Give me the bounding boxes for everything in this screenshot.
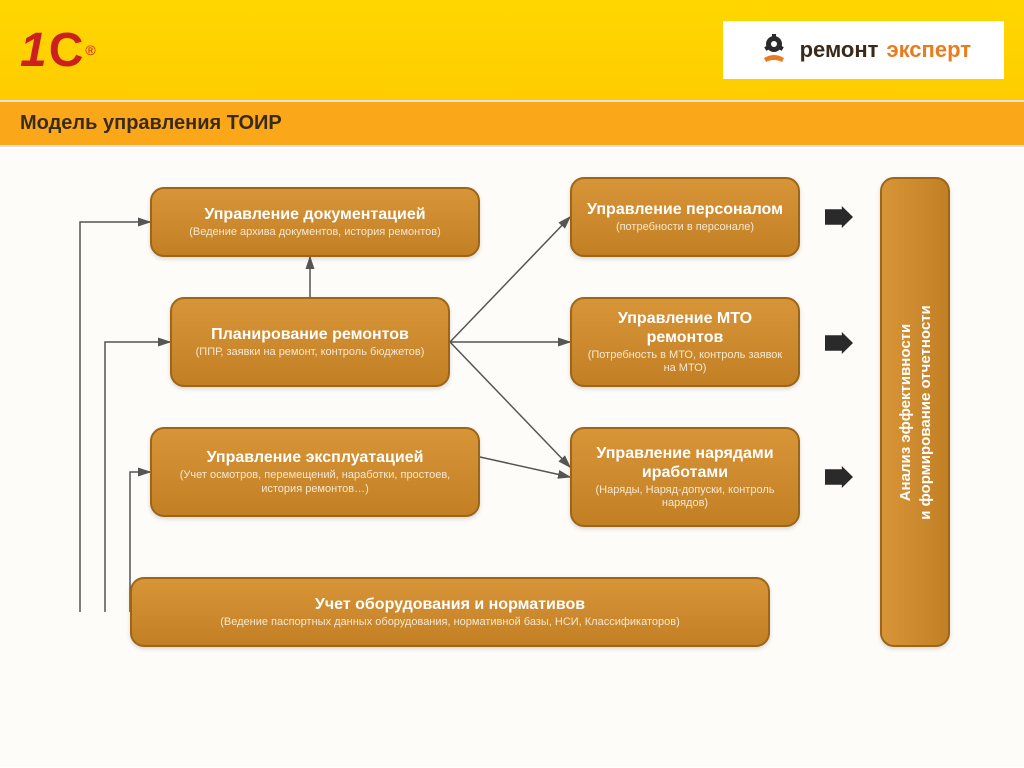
- box-oper: Управление эксплуатацией (Учет осмотров, …: [150, 427, 480, 517]
- connector-line: [80, 222, 150, 612]
- logo-digit: 1: [20, 23, 47, 78]
- box-title: Управление МТО ремонтов: [582, 309, 788, 347]
- arrow-icon: [825, 466, 853, 488]
- box-title: Планирование ремонтов: [182, 325, 438, 344]
- box-title: Учет оборудования и нормативов: [142, 595, 758, 614]
- box-docs: Управление документацией (Ведение архива …: [150, 187, 480, 257]
- box-title: Управление персоналом: [582, 200, 788, 219]
- side-analysis-text: Анализ эффективности и формирование отче…: [896, 305, 935, 520]
- box-title: Управление нарядами иработами: [582, 444, 788, 482]
- box-work: Управление нарядами иработами(Наряды, На…: [570, 427, 800, 527]
- brand-badge: ремонт эксперт: [723, 21, 1004, 79]
- title-bar: Модель управления ТОИР: [0, 100, 1024, 147]
- box-subtitle: (Ведение архива документов, история ремо…: [162, 226, 468, 239]
- page-title: Модель управления ТОИР: [20, 112, 1004, 135]
- arrow-icon: [825, 332, 853, 354]
- arrow-icon: [825, 206, 853, 228]
- box-subtitle: (Учет осмотров, перемещений, наработки, …: [162, 469, 468, 495]
- box-subtitle: (Потребность в МТО, контроль заявок на М…: [582, 349, 788, 375]
- box-subtitle: (Наряды, Наряд-допуски, контроль нарядов…: [582, 484, 788, 510]
- side-analysis-box: Анализ эффективности и формирование отче…: [880, 177, 950, 647]
- diagram-canvas: Управление документацией (Ведение архива …: [0, 147, 1024, 767]
- logo-1c: 1 C ®: [20, 20, 96, 80]
- box-pers: Управление персоналом (потребности в перс…: [570, 177, 800, 257]
- box-title: Управление документацией: [162, 205, 468, 224]
- gear-icon: [756, 32, 792, 68]
- box-subtitle: (ППР, заявки на ремонт, контроль бюджето…: [182, 346, 438, 359]
- box-plan: Планирование ремонтов (ППР, заявки на рем…: [170, 297, 450, 387]
- box-subtitle: (Ведение паспортных данных оборудования,…: [142, 616, 758, 629]
- header-bar: 1 C ® ремонт эксперт: [0, 0, 1024, 100]
- box-subtitle: (потребности в персонале): [582, 221, 788, 234]
- connector-line: [480, 457, 570, 477]
- box-title: Управление эксплуатацией: [162, 448, 468, 467]
- brand-word-2: эксперт: [886, 37, 971, 63]
- logo-letter: C: [49, 23, 84, 78]
- logo-registered: ®: [85, 42, 95, 58]
- brand-word-1: ремонт: [800, 37, 879, 63]
- box-equip: Учет оборудования и нормативов (Ведение п…: [130, 577, 770, 647]
- box-mto: Управление МТО ремонтов(Потребность в МТ…: [570, 297, 800, 387]
